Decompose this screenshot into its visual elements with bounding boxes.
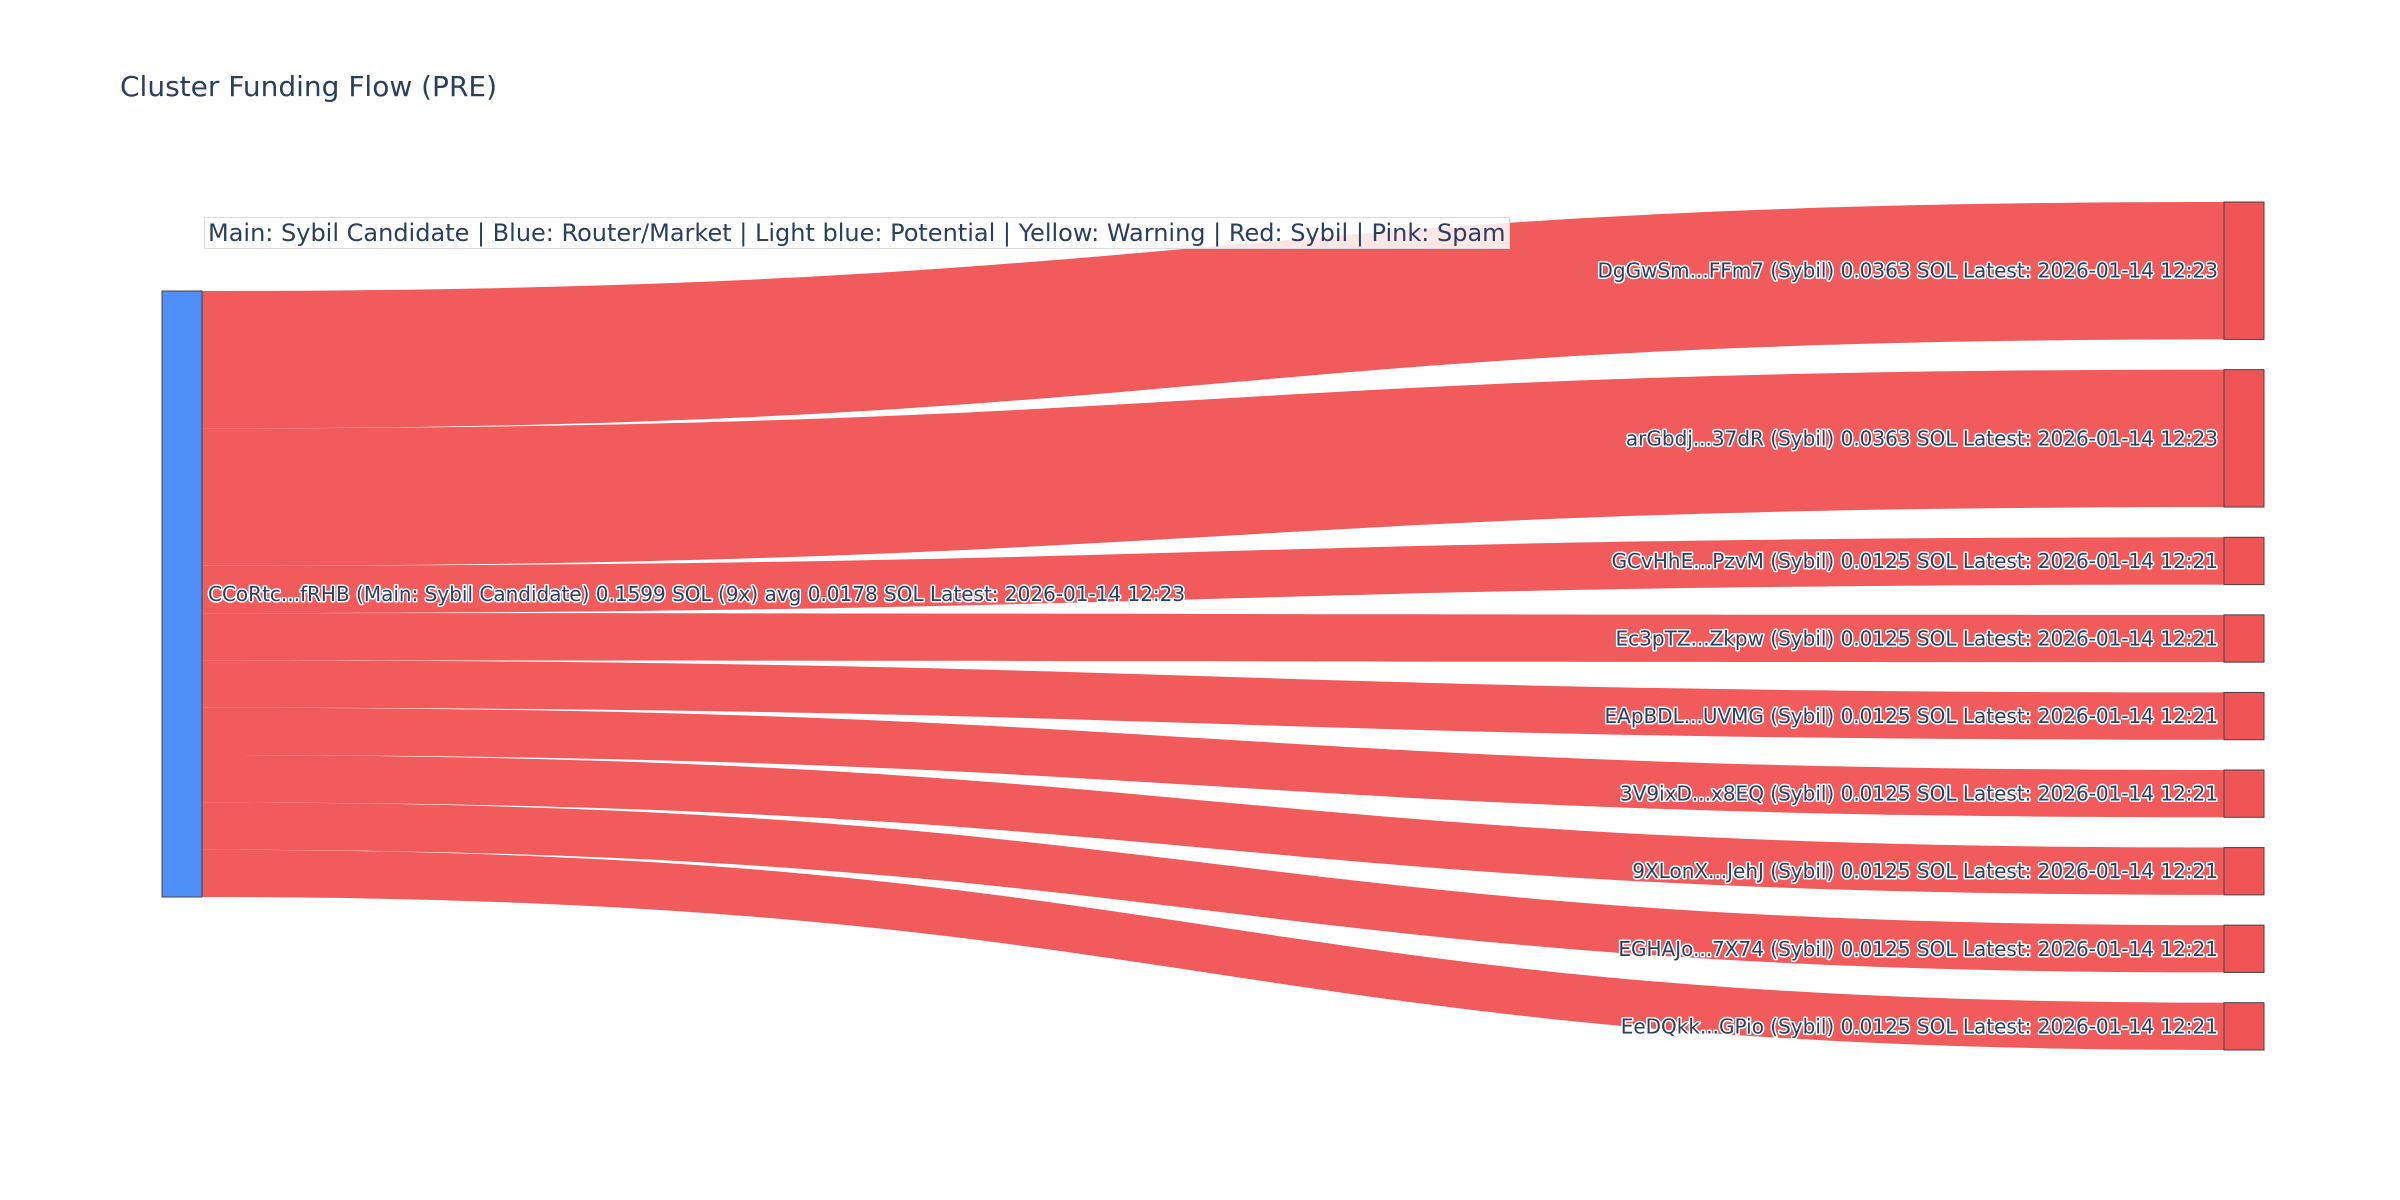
legend-annotation: Main: Sybil Candidate | Blue: Router/Mar…: [204, 217, 1510, 249]
target-node[interactable]: [2223, 536, 2265, 586]
flow-link[interactable]: [202, 802, 2224, 973]
target-node-label: 9XLonX...JehJ (Sybil) 0.0125 SOL Latest:…: [1632, 859, 2218, 883]
flow-link[interactable]: [202, 849, 2224, 1050]
flow-link[interactable]: [202, 660, 2224, 740]
flow-link[interactable]: [202, 369, 2224, 566]
flow-link[interactable]: [202, 202, 2224, 429]
target-node[interactable]: [2223, 924, 2265, 973]
labels-layer: DgGwSm...FFm7 (Sybil) 0.0363 SOL Latest:…: [207, 257, 2220, 1040]
flow-link[interactable]: [202, 613, 2224, 663]
source-node-label: CCoRtc...fRHB (Main: Sybil Candidate) 0.…: [208, 582, 1185, 606]
target-node[interactable]: [2223, 691, 2265, 741]
target-node-label: Ec3pTZ...Zkpw (Sybil) 0.0125 SOL Latest:…: [1616, 627, 2218, 651]
flow-link[interactable]: [202, 755, 2224, 895]
target-node-label: EeDQkk...GPio (Sybil) 0.0125 SOL Latest:…: [1621, 1014, 2218, 1038]
links-layer: [202, 202, 2224, 1050]
chart-title: Cluster Funding Flow (PRE): [120, 70, 498, 103]
target-node-label: DgGwSm...FFm7 (Sybil) 0.0363 SOL Latest:…: [1598, 259, 2218, 283]
flow-link[interactable]: [202, 537, 2224, 614]
target-node[interactable]: [2223, 847, 2265, 896]
target-node-label: GCvHhE...PzvM (Sybil) 0.0125 SOL Latest:…: [1612, 549, 2218, 573]
source-node[interactable]: [161, 290, 203, 898]
target-node-label: 3V9ixD...x8EQ (Sybil) 0.0125 SOL Latest:…: [1620, 782, 2218, 806]
target-node-label: EApBDL...UVMG (Sybil) 0.0125 SOL Latest:…: [1605, 704, 2219, 728]
target-node-label: arGbdj...37dR (Sybil) 0.0363 SOL Latest:…: [1626, 426, 2218, 450]
target-node[interactable]: [2223, 369, 2265, 508]
target-node[interactable]: [2223, 614, 2265, 663]
target-node-label: EGHAJo...7X74 (Sybil) 0.0125 SOL Latest:…: [1618, 937, 2218, 961]
target-node[interactable]: [2223, 769, 2265, 818]
flow-link[interactable]: [202, 707, 2224, 818]
nodes-layer: [161, 201, 2265, 1051]
target-node[interactable]: [2223, 1002, 2265, 1051]
target-node[interactable]: [2223, 201, 2265, 340]
